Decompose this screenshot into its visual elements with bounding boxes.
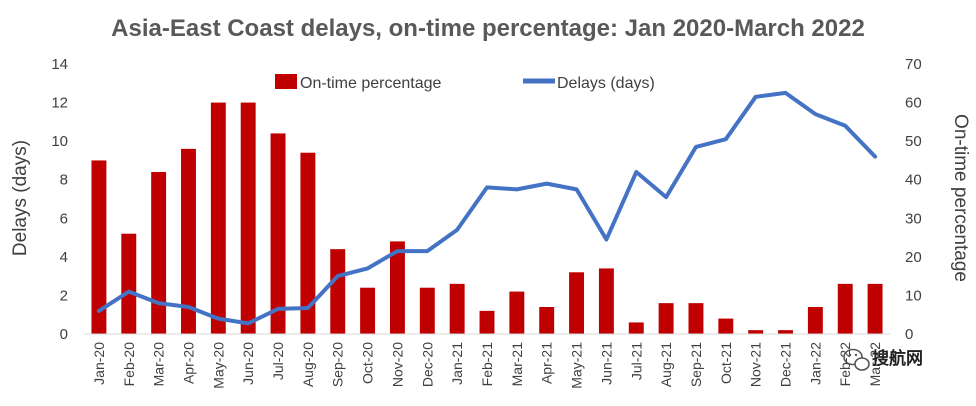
x-tick-label: Feb-21 xyxy=(479,342,495,387)
x-tick-label: Jan-21 xyxy=(449,342,465,385)
line-series xyxy=(96,90,878,326)
legend: On-time percentage Delays (days) xyxy=(275,74,655,92)
x-tick-label: Jan-22 xyxy=(807,342,823,385)
bar-on-time-Sep-21 xyxy=(688,303,704,334)
x-tick-label: Jun-21 xyxy=(598,342,614,385)
x-tick-label: Apr-20 xyxy=(180,342,196,384)
x-axis-ticks: Jan-20 Feb-20 Mar-20 Apr-20 May-20 Jun-20 Jul-… xyxy=(91,342,883,389)
line-delays xyxy=(96,90,878,326)
y-left-tick-label: 6 xyxy=(60,210,68,227)
y-axis-left-label: Delays (days) xyxy=(10,140,31,256)
bar-on-time-Feb-20 xyxy=(121,233,137,334)
y-left-tick-label: 14 xyxy=(51,56,68,73)
x-tick-label: Nov-21 xyxy=(748,342,764,387)
bar-on-time-Aug-21 xyxy=(658,303,674,334)
bar-series xyxy=(91,102,883,334)
bar-on-time-Nov-21 xyxy=(748,330,764,334)
bar-on-time-Nov-20 xyxy=(389,241,405,334)
bar-on-time-Jun-20 xyxy=(240,102,256,334)
x-tick-label: Apr-21 xyxy=(539,342,555,384)
y-right-tick-label: 20 xyxy=(905,249,922,266)
x-tick-label: Feb-20 xyxy=(121,342,137,387)
y-left-tick-label: 10 xyxy=(51,133,68,150)
x-tick-label: Feb-22 xyxy=(837,342,853,387)
y-left-tick-label: 0 xyxy=(60,326,68,343)
x-tick-label: Aug-20 xyxy=(300,342,316,387)
x-tick-label: Sep-20 xyxy=(330,342,346,387)
y-right-tick-label: 0 xyxy=(905,326,913,343)
x-tick-label: Mar-20 xyxy=(151,342,167,387)
bar-on-time-Jul-21 xyxy=(628,322,644,334)
x-tick-label: Nov-20 xyxy=(389,342,405,387)
y-axis-right-label: On-time percentage xyxy=(950,114,971,282)
y-right-tick-label: 40 xyxy=(905,172,922,189)
bar-on-time-Apr-21 xyxy=(539,307,555,334)
y-right-tick-label: 10 xyxy=(905,287,922,304)
bar-on-time-Dec-20 xyxy=(419,287,435,334)
bar-on-time-Feb-21 xyxy=(479,310,495,334)
bar-on-time-Sep-20 xyxy=(330,249,346,334)
x-tick-label: Dec-21 xyxy=(778,342,794,387)
y-axis-left-ticks: 0 2 4 6 8 10 12 14 xyxy=(51,56,68,343)
bar-on-time-Mar-22 xyxy=(867,283,883,334)
x-tick-label: Oct-21 xyxy=(718,342,734,384)
bar-on-time-Dec-21 xyxy=(778,330,793,334)
x-tick-label: Jul-21 xyxy=(628,342,644,380)
x-tick-label: Sep-21 xyxy=(688,342,704,387)
y-left-tick-label: 8 xyxy=(60,172,68,189)
x-tick-label: Mar-21 xyxy=(509,342,525,387)
y-right-tick-label: 50 xyxy=(905,133,922,150)
watermark: 搜航网 xyxy=(843,348,923,371)
bar-on-time-Oct-20 xyxy=(360,287,376,334)
y-right-tick-label: 70 xyxy=(905,56,922,73)
legend-label-delays: Delays (days) xyxy=(557,75,655,92)
x-tick-label: May-21 xyxy=(569,342,585,389)
legend-swatch-on-time xyxy=(275,74,297,89)
x-tick-label: Jul-20 xyxy=(270,342,286,380)
watermark-text: 搜航网 xyxy=(872,348,923,369)
x-tick-label: Aug-21 xyxy=(658,342,674,387)
bar-on-time-Jan-22 xyxy=(807,307,823,334)
bar-on-time-May-20 xyxy=(210,102,226,334)
bar-on-time-Jul-20 xyxy=(270,133,286,334)
bar-on-time-Mar-21 xyxy=(509,291,525,334)
wechat-icon xyxy=(843,348,870,371)
y-left-tick-label: 2 xyxy=(60,287,68,304)
chart-title: Asia-East Coast delays, on-time percenta… xyxy=(111,15,865,42)
x-tick-label: Mar-22 xyxy=(867,342,883,387)
y-right-tick-label: 60 xyxy=(905,95,922,112)
bar-on-time-May-21 xyxy=(569,272,585,334)
y-right-tick-label: 30 xyxy=(905,210,922,227)
y-left-tick-label: 12 xyxy=(51,95,68,112)
x-tick-label: Jan-20 xyxy=(91,342,107,385)
bar-on-time-Mar-20 xyxy=(151,172,167,334)
x-tick-label: Jun-20 xyxy=(240,342,256,385)
x-tick-label: Oct-20 xyxy=(360,342,376,384)
legend-label-on-time: On-time percentage xyxy=(300,75,442,92)
bar-on-time-Oct-21 xyxy=(718,318,734,334)
y-left-tick-label: 4 xyxy=(60,249,68,266)
x-tick-label: Dec-20 xyxy=(419,342,435,387)
bar-on-time-Aug-20 xyxy=(300,152,316,334)
bar-on-time-Apr-20 xyxy=(181,148,196,334)
y-axis-right-ticks: 0 10 20 30 40 50 60 70 xyxy=(905,56,922,343)
x-tick-label: May-20 xyxy=(210,342,226,389)
bar-on-time-Feb-22 xyxy=(837,283,853,334)
bar-on-time-Jan-20 xyxy=(91,160,107,334)
bar-on-time-Jan-21 xyxy=(449,283,465,334)
bar-on-time-Jun-21 xyxy=(598,268,614,334)
